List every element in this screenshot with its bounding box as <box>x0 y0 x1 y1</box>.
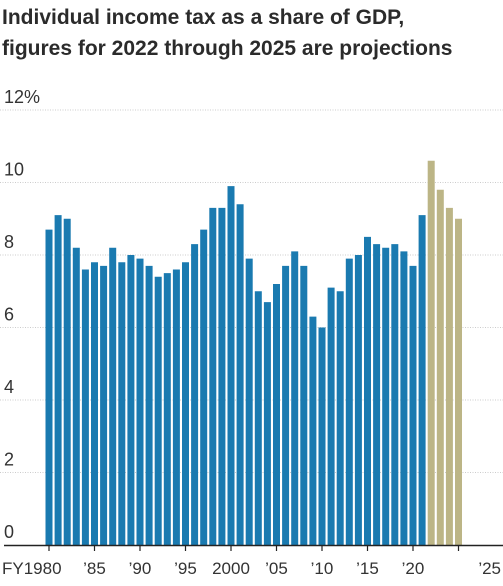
chart-title-line-2: figures for 2022 through 2025 are projec… <box>2 37 453 60</box>
bar-actual <box>263 302 271 545</box>
bar-actual <box>182 262 189 545</box>
y-tick-label: 8 <box>4 232 14 252</box>
bar-actual <box>172 269 180 545</box>
bar-actual <box>91 262 98 545</box>
bar-actual <box>100 265 108 545</box>
y-tick-label: 6 <box>4 305 14 325</box>
y-tick-labels: 0 2 4 6 8 10 12% <box>4 87 40 542</box>
bar-actual <box>81 269 89 545</box>
x-tick-label: ’10 <box>311 559 334 578</box>
x-tick-label: ’20 <box>402 559 425 578</box>
bar-actual <box>136 258 144 545</box>
x-tick-label: 2000 <box>212 559 250 578</box>
bar-projection <box>436 189 444 545</box>
y-tick-label: 0 <box>4 522 14 542</box>
bar-actual <box>354 255 362 545</box>
y-tick-label: 12% <box>4 87 40 107</box>
bar-actual <box>345 258 353 545</box>
y-tick-label: 2 <box>4 450 14 470</box>
bars <box>45 160 462 545</box>
x-tick-label: FY1980 <box>2 559 62 578</box>
bar-projection <box>445 207 453 545</box>
x-tick-label: ’85 <box>83 559 106 578</box>
bar-actual <box>409 265 417 545</box>
bar-actual <box>391 244 399 545</box>
bar-actual <box>400 251 408 545</box>
bar-actual <box>45 229 53 545</box>
bar-actual <box>291 251 299 545</box>
bar-actual <box>154 276 162 545</box>
bar-actual <box>273 284 280 545</box>
y-tick-label: 10 <box>4 160 24 180</box>
x-tick-label: ’25 <box>478 559 501 578</box>
bar-actual <box>209 207 217 545</box>
bar-actual <box>309 316 317 545</box>
bar-actual <box>382 247 390 545</box>
bar-actual <box>218 207 226 545</box>
bar-actual <box>418 215 426 545</box>
bar-actual <box>109 247 117 545</box>
bar-actual <box>300 265 308 545</box>
bar-actual <box>127 255 135 545</box>
bar-actual <box>254 291 262 545</box>
bar-actual <box>318 327 326 545</box>
bar-actual <box>200 229 208 545</box>
bar-actual <box>145 265 153 545</box>
bar-actual <box>118 262 126 545</box>
bar-actual <box>54 215 62 545</box>
y-tick-label: 4 <box>4 377 14 397</box>
x-axis <box>4 544 503 551</box>
bar-actual <box>373 244 381 545</box>
bar-actual <box>364 236 371 545</box>
chart-title-line-1: Individual income tax as a share of GDP, <box>2 6 405 29</box>
bar-projection <box>427 160 435 545</box>
bar-actual <box>245 258 253 545</box>
x-tick-label: ’05 <box>265 559 288 578</box>
bar-actual <box>336 291 344 545</box>
x-tick-label: ’95 <box>174 559 197 578</box>
bar-actual <box>63 218 71 545</box>
bar-actual <box>327 287 335 545</box>
bar-actual <box>227 186 235 545</box>
bar-actual <box>282 265 290 545</box>
x-tick-label: ’15 <box>356 559 379 578</box>
bar-actual <box>72 247 80 545</box>
bar-projection <box>455 218 462 545</box>
bar-actual <box>236 204 244 545</box>
x-tick-label: ’90 <box>129 559 152 578</box>
bar-actual <box>163 273 171 545</box>
chart-title: Individual income tax as a share of GDP,… <box>2 2 502 64</box>
x-tick-labels: FY1980 ’85 ’90 ’95 2000 ’05 ’10 ’15 ’20 ’25 <box>2 559 501 578</box>
bar-actual <box>191 244 199 545</box>
